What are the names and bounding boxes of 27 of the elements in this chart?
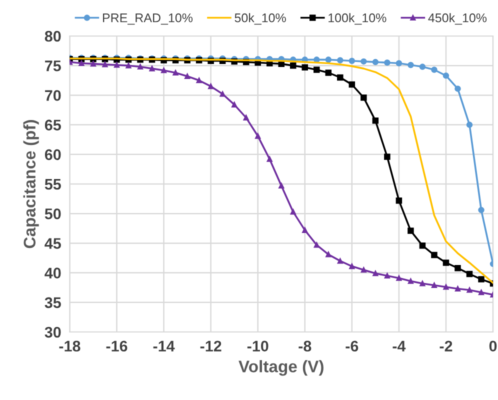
y-tick-label: 75 bbox=[45, 60, 61, 72]
x-tick-label: -10 bbox=[247, 340, 268, 352]
legend-label: 450k_10% bbox=[428, 13, 487, 25]
y-tick-label: 65 bbox=[44, 120, 61, 130]
x-tick-label: -2 bbox=[440, 340, 452, 352]
y-tick-label: 45 bbox=[44, 238, 61, 249]
y-axis-title: Capacitance (pf) bbox=[23, 120, 39, 248]
x-tick-label: -14 bbox=[153, 340, 175, 352]
x-tick-label: -6 bbox=[346, 340, 358, 352]
y-tick-label: 30 bbox=[44, 326, 61, 338]
y-tick-label: 40 bbox=[44, 268, 61, 278]
y-tick-label: 60 bbox=[44, 149, 61, 160]
y-tick-label: 35 bbox=[44, 297, 61, 308]
x-tick-label: -8 bbox=[298, 340, 312, 352]
y-tick-label: 55 bbox=[44, 179, 61, 190]
y-tick-label: 80 bbox=[44, 30, 61, 42]
x-tick-label: -16 bbox=[106, 340, 128, 352]
x-tick-label: 0 bbox=[489, 340, 497, 352]
y-tick-label: 50 bbox=[44, 208, 61, 220]
legend-label: 50k_10% bbox=[234, 13, 286, 25]
x-tick-label: -18 bbox=[59, 340, 80, 352]
legend-label: PRE_RAD_10% bbox=[103, 13, 193, 25]
x-axis-title: Voltage (V) bbox=[238, 360, 324, 376]
x-tick-label: -12 bbox=[200, 340, 222, 352]
legend-label: 100k_10% bbox=[328, 13, 386, 25]
y-tick-label: 70 bbox=[45, 90, 61, 101]
x-tick-label: -4 bbox=[392, 340, 406, 352]
